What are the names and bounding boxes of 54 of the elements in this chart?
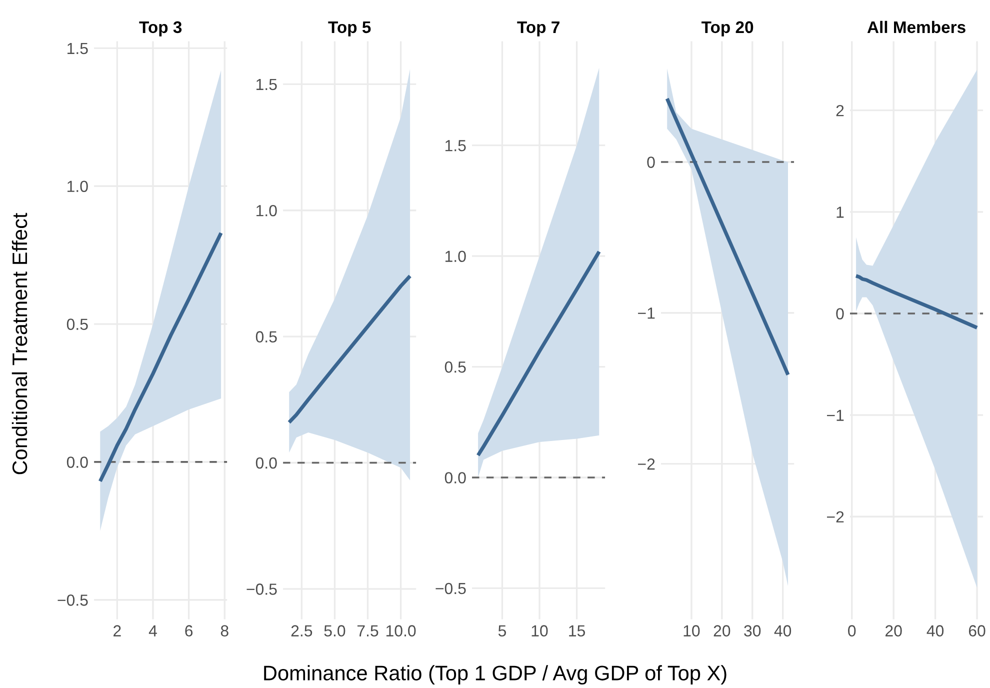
x-tick-label: 10.0 xyxy=(386,625,416,636)
y-tick-label: −0.5 xyxy=(436,582,466,594)
y-tick-label: 0.0 xyxy=(256,457,277,469)
y-tick-label: 0.0 xyxy=(66,456,88,468)
x-tick-label: 7.5 xyxy=(357,625,378,636)
y-axis-title: Conditional Treatment Effect xyxy=(12,212,28,474)
x-tick-label: 8 xyxy=(220,625,228,636)
y-tick-label: 2 xyxy=(836,104,844,116)
y-tick-label: 0.5 xyxy=(66,318,88,330)
x-tick-label: 2 xyxy=(114,625,121,636)
y-tick-label: −2 xyxy=(638,458,655,470)
y-tick-label: 1.0 xyxy=(445,250,466,262)
y-tick-label: 0.5 xyxy=(444,361,466,373)
y-tick-label: −0.5 xyxy=(246,584,277,595)
line-series xyxy=(98,231,223,484)
x-tick-label: 20 xyxy=(714,625,730,636)
x-tick-label: 0 xyxy=(848,625,856,636)
y-tick-label: −1 xyxy=(827,410,844,421)
x-tick-label: 60 xyxy=(968,625,986,636)
x-tick-label: 40 xyxy=(926,625,944,636)
y-tick-label: 0.5 xyxy=(256,331,277,342)
line-series xyxy=(665,96,790,377)
y-tick-label: 0 xyxy=(647,156,655,168)
x-tick-label: 4 xyxy=(148,625,157,636)
chart-title: Top 7 xyxy=(517,21,560,36)
y-tick-label: 1 xyxy=(836,206,844,218)
x-tick-label: 10 xyxy=(684,625,700,636)
chart-title: Top 3 xyxy=(139,21,182,36)
x-tick-label: 15 xyxy=(569,625,585,636)
x-tick-label: 2.5 xyxy=(291,625,312,636)
x-tick-label: 6 xyxy=(185,625,193,636)
chart-title: Top 5 xyxy=(328,21,371,36)
y-tick-label: 1.5 xyxy=(445,140,466,152)
x-tick-label: 5.0 xyxy=(324,625,346,636)
y-tick-label: 1.0 xyxy=(68,180,88,192)
y-tick-label: −1 xyxy=(638,308,655,319)
x-tick-label: 10 xyxy=(532,625,548,636)
y-tick-label: 0.0 xyxy=(444,472,466,484)
y-tick-label: −2 xyxy=(827,511,844,522)
y-tick-label: −0.5 xyxy=(58,594,88,606)
y-tick-label: 1.5 xyxy=(256,78,277,90)
y-tick-label: 1.0 xyxy=(256,205,277,216)
line-series xyxy=(287,274,412,424)
x-tick-label: 5 xyxy=(498,625,506,636)
y-tick-label: 0 xyxy=(836,308,844,320)
chart-title: All Members xyxy=(867,20,966,34)
y-tick-label: 1.5 xyxy=(68,42,88,54)
line-series xyxy=(854,274,979,330)
x-axis-title: Dominance Ratio (Top 1 GDP / Avg GDP of Top X) xyxy=(264,665,726,685)
x-tick-label: 20 xyxy=(886,625,902,636)
x-tick-label: 40 xyxy=(774,625,792,636)
line-series xyxy=(476,250,601,458)
x-tick-label: 30 xyxy=(744,625,761,636)
chart-title: Top 20 xyxy=(701,21,754,36)
